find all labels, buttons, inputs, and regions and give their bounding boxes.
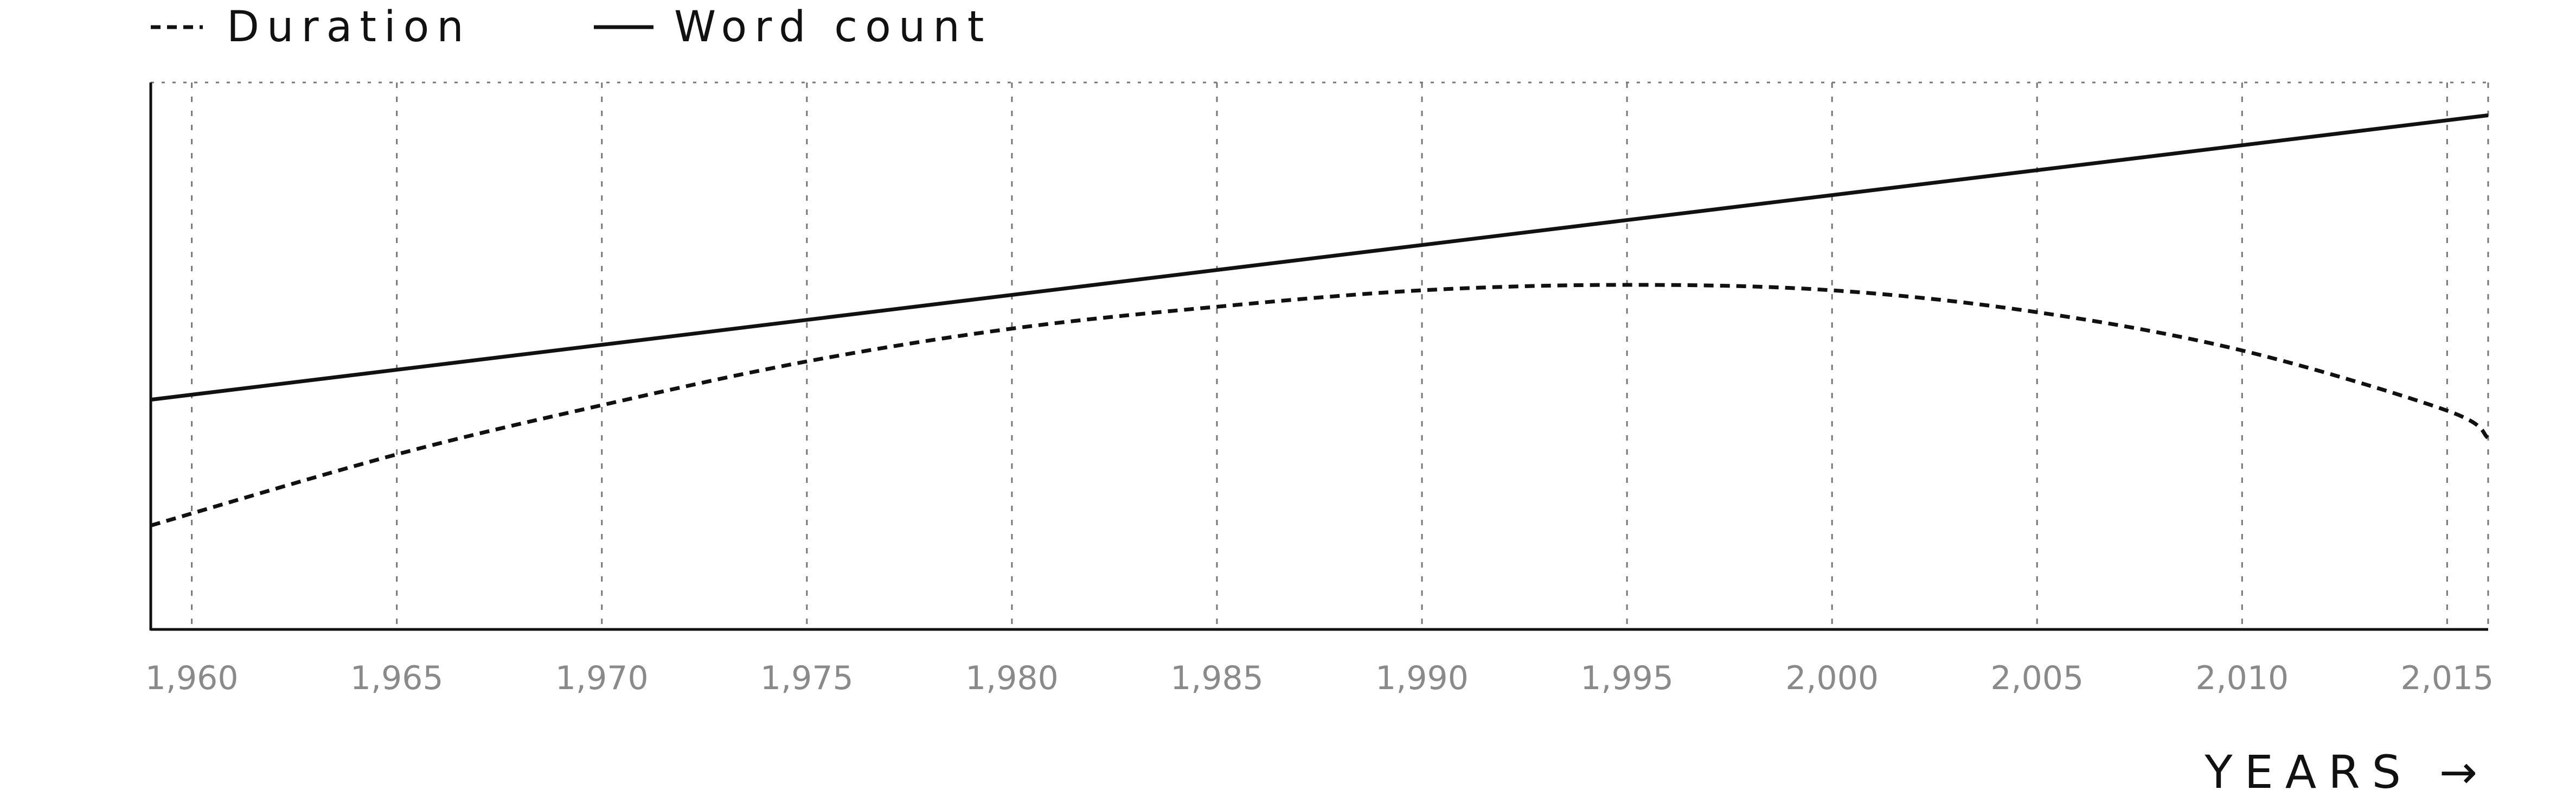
x-tick-label: 1,960 xyxy=(145,659,239,697)
x-tick-label: 1,985 xyxy=(1170,659,1264,697)
x-tick-label: 1,970 xyxy=(555,659,649,697)
series-line-word-count xyxy=(150,113,2489,402)
x-tick-labels: 1,960 1,965 1,970 1,975 1,980 1,985 1,990 1,995… xyxy=(145,659,2494,697)
legend-label-word-count: Word count xyxy=(674,3,991,52)
series-group xyxy=(150,113,2490,527)
x-tick-label: 2,015 xyxy=(2400,659,2494,697)
legend: Duration Word count xyxy=(151,3,991,52)
x-tick-label: 1,995 xyxy=(1580,659,1674,697)
x-axis-title: YEARS → xyxy=(2204,746,2489,796)
axes xyxy=(149,82,2488,631)
x-tick-label: 2,000 xyxy=(1785,659,1879,697)
x-tick-label: 1,975 xyxy=(760,659,854,697)
x-tick-label: 1,990 xyxy=(1375,659,1469,697)
x-tick-label: 2,005 xyxy=(1990,659,2084,697)
x-tick-label: 2,010 xyxy=(2195,659,2289,697)
x-tick-label: 1,980 xyxy=(965,659,1059,697)
x-tick-label: 1,965 xyxy=(350,659,444,697)
grid xyxy=(151,81,2489,629)
series-line-duration xyxy=(150,283,2490,527)
legend-label-duration: Duration xyxy=(227,3,471,52)
